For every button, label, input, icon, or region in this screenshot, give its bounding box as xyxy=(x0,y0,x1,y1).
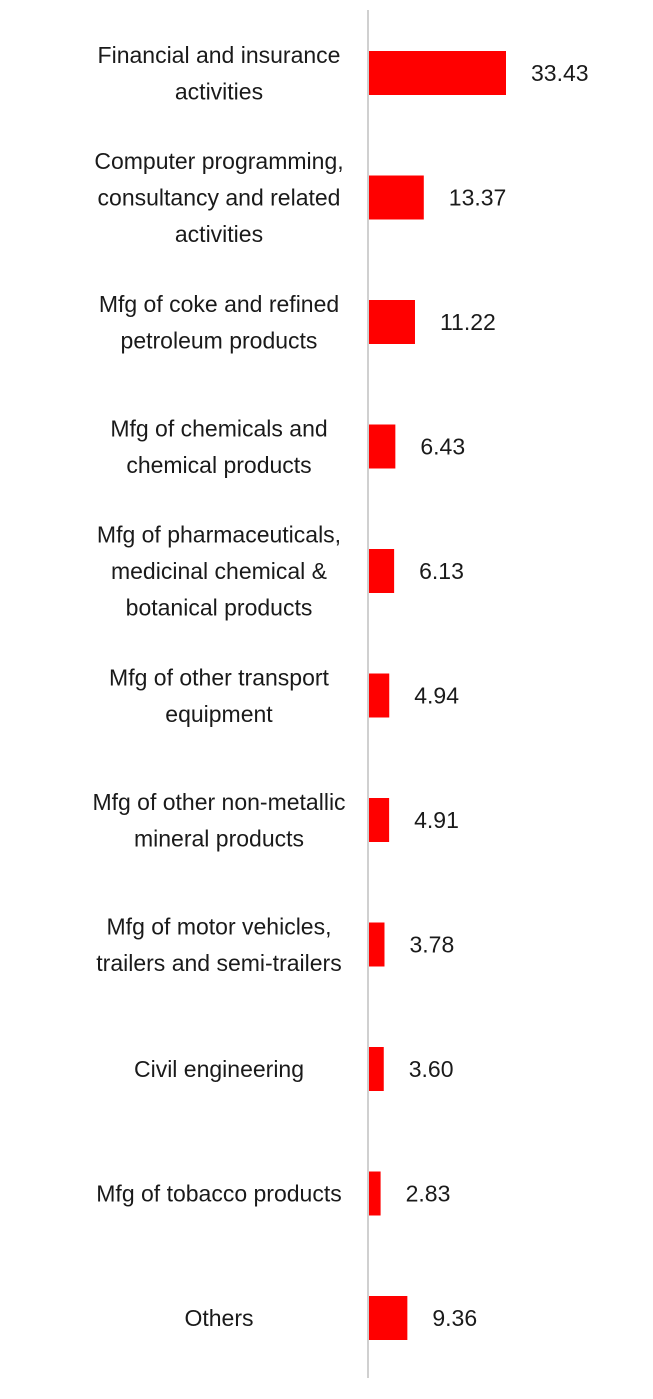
data-label: 3.78 xyxy=(409,932,454,958)
category-label: Mfg of other non-metallic mineral product… xyxy=(92,789,345,852)
data-label: 2.83 xyxy=(406,1181,451,1207)
data-label: 13.37 xyxy=(449,185,507,211)
bar xyxy=(369,424,396,469)
category-label-line: Financial and insurance xyxy=(98,42,341,68)
category-labels-group: Financial and insurance activitiesCompute… xyxy=(92,42,345,1331)
bar xyxy=(369,922,385,967)
category-label-line: Mfg of tobacco products xyxy=(96,1181,341,1207)
value-labels-group: 33.43 13.37 11.22 6.43 6.13 4.94 4.91 3.78 3.60 2… xyxy=(406,60,589,1331)
data-label: 4.94 xyxy=(414,683,459,709)
category-label-line: medicinal chemical & xyxy=(111,558,327,584)
category-label-line: petroleum products xyxy=(121,327,318,353)
category-label-line: Others xyxy=(184,1305,253,1331)
category-label: Mfg of chemicals and chemical products xyxy=(110,415,327,478)
data-label: 33.43 xyxy=(531,60,589,86)
bar xyxy=(369,175,424,220)
data-label: 9.36 xyxy=(432,1305,477,1331)
category-label: Mfg of pharmaceuticals, medicinal chemica… xyxy=(97,522,341,621)
bar xyxy=(369,1171,381,1216)
bar xyxy=(369,300,415,344)
category-label-line: consultancy and related xyxy=(98,185,341,211)
data-label: 6.13 xyxy=(419,558,464,584)
category-label-line: chemical products xyxy=(126,452,311,478)
category-label-line: activities xyxy=(175,78,263,104)
category-label-line: equipment xyxy=(165,701,273,727)
category-label-line: Mfg of other non-metallic xyxy=(92,789,345,815)
data-label: 6.43 xyxy=(420,434,465,460)
data-label: 11.22 xyxy=(440,309,496,335)
category-label-line: Mfg of chemicals and xyxy=(110,415,327,441)
category-label: Financial and insurance activities xyxy=(98,42,341,105)
bar xyxy=(369,1047,384,1091)
bar xyxy=(369,673,390,718)
category-label: Mfg of other transport equipment xyxy=(109,664,329,727)
bars-group xyxy=(369,51,506,1340)
data-label: 3.60 xyxy=(409,1056,454,1082)
category-label: Computer programming, consultancy and rel… xyxy=(94,148,343,247)
bar xyxy=(369,798,390,842)
category-label-line: Mfg of other transport xyxy=(109,664,329,690)
category-label-line: mineral products xyxy=(134,825,304,851)
category-label: Mfg of tobacco products xyxy=(96,1181,341,1207)
category-label-line: Mfg of coke and refined xyxy=(99,291,339,317)
category-label-line: Civil engineering xyxy=(134,1056,304,1082)
category-label: Mfg of coke and refined petroleum product… xyxy=(99,291,339,354)
category-label-line: Mfg of motor vehicles, xyxy=(107,913,332,939)
category-label: Others xyxy=(184,1305,253,1331)
data-label: 4.91 xyxy=(414,807,459,833)
bar xyxy=(369,549,395,593)
category-label-line: Mfg of pharmaceuticals, xyxy=(97,522,341,548)
category-label-line: botanical products xyxy=(126,595,313,621)
bar xyxy=(369,1296,408,1340)
category-label-line: activities xyxy=(175,221,263,247)
category-label: Civil engineering xyxy=(134,1056,304,1082)
category-label: Mfg of motor vehicles, trailers and semi-… xyxy=(96,913,341,976)
bar xyxy=(369,51,506,95)
category-label-line: Computer programming, xyxy=(94,148,343,174)
category-label-line: trailers and semi-trailers xyxy=(96,950,341,976)
